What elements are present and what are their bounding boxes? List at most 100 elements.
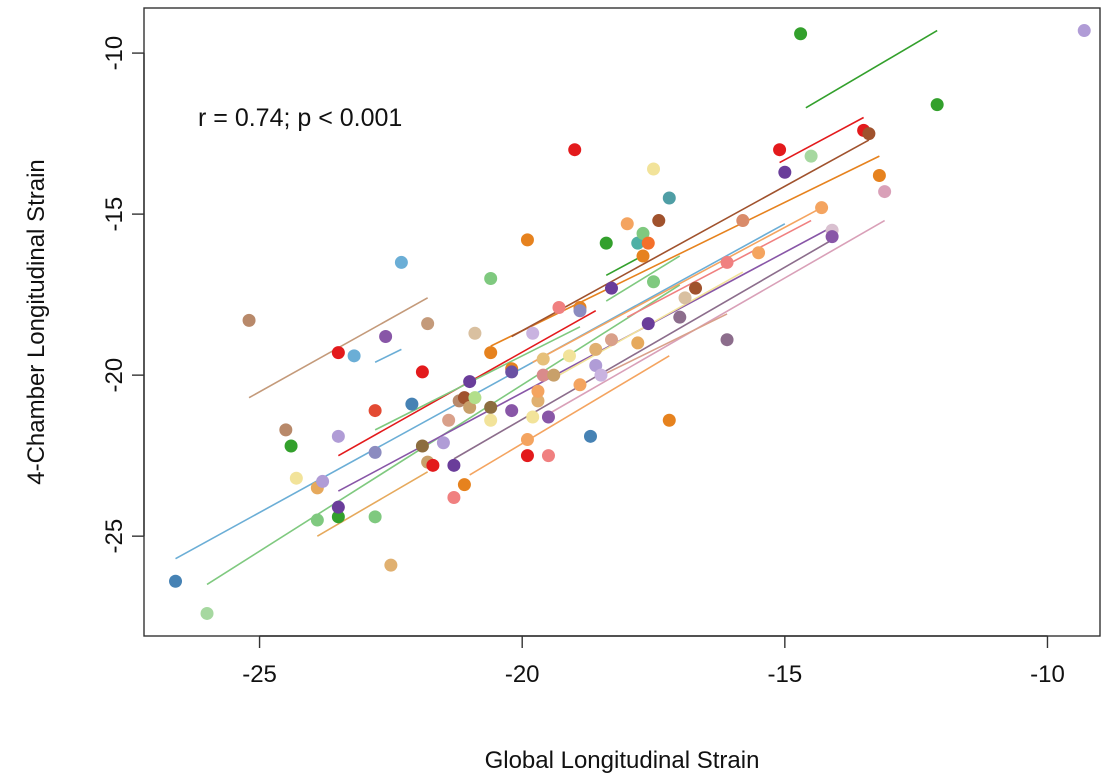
- data-point: [720, 333, 734, 347]
- data-point: [604, 281, 618, 295]
- x-axis: -25 -20 -15 -10: [242, 635, 1065, 688]
- data-point: [736, 214, 750, 228]
- data-point: [568, 143, 582, 157]
- fit-lines: [175, 29, 938, 586]
- data-point: [415, 439, 429, 453]
- data-point: [930, 98, 944, 112]
- x-axis-label: Global Longitudinal Strain: [485, 747, 760, 774]
- data-point: [804, 149, 818, 163]
- data-point: [794, 27, 808, 41]
- x-tick-label: -20: [505, 661, 540, 688]
- fit-line: [779, 116, 865, 164]
- data-point: [647, 162, 661, 176]
- data-point: [368, 510, 382, 524]
- fit-line: [316, 471, 429, 537]
- data-point: [347, 349, 361, 363]
- fit-line: [626, 219, 812, 318]
- data-point: [825, 230, 839, 244]
- y-tick-label: -10: [101, 36, 128, 71]
- data-point: [310, 513, 324, 527]
- data-point: [541, 410, 555, 424]
- fit-line: [453, 239, 833, 460]
- data-point: [631, 336, 645, 350]
- data-point: [1077, 24, 1091, 38]
- fit-line: [374, 326, 581, 431]
- data-point: [242, 313, 256, 327]
- data-point: [331, 510, 345, 524]
- data-point: [552, 301, 566, 315]
- data-point: [531, 384, 545, 398]
- data-point: [415, 365, 429, 379]
- data-point: [673, 310, 687, 324]
- data-point: [641, 317, 655, 331]
- data-point: [289, 471, 303, 485]
- data-point: [331, 500, 345, 514]
- data-point: [316, 474, 330, 488]
- data-point: [620, 217, 634, 231]
- fit-line: [511, 139, 870, 338]
- data-point: [662, 191, 676, 205]
- data-point: [457, 391, 471, 405]
- data-point: [436, 436, 450, 450]
- data-point: [484, 400, 498, 414]
- data-point: [484, 346, 498, 360]
- fit-line: [374, 348, 402, 363]
- data-point: [505, 404, 519, 418]
- data-point: [599, 236, 613, 250]
- data-point: [773, 143, 787, 157]
- data-point: [678, 291, 692, 305]
- data-point: [442, 413, 456, 427]
- data-point: [536, 368, 550, 382]
- y-axis: -10 -15 -20 -25: [101, 36, 145, 554]
- fit-line: [490, 155, 880, 347]
- data-point: [331, 346, 345, 360]
- data-points: [169, 24, 1091, 620]
- annotation: r = 0.74; p < 0.001: [198, 104, 402, 132]
- data-point: [368, 404, 382, 418]
- data-point: [562, 349, 576, 363]
- data-point: [394, 255, 408, 269]
- data-point: [447, 491, 461, 505]
- data-point: [815, 201, 829, 215]
- data-point: [457, 478, 471, 492]
- data-point: [589, 342, 603, 356]
- data-point: [526, 326, 540, 340]
- data-point: [604, 333, 618, 347]
- data-point: [689, 281, 703, 295]
- data-point: [200, 606, 214, 620]
- data-point: [636, 226, 650, 240]
- fit-line: [805, 29, 938, 109]
- data-point: [463, 400, 477, 414]
- data-point: [536, 352, 550, 366]
- data-point: [631, 236, 645, 250]
- data-point: [583, 429, 597, 443]
- data-point: [720, 255, 734, 269]
- data-point: [447, 458, 461, 472]
- data-point: [379, 329, 393, 343]
- fit-line: [595, 313, 728, 380]
- y-tick-label: -25: [101, 519, 128, 554]
- fit-line: [469, 355, 670, 476]
- data-point: [594, 368, 608, 382]
- data-point: [284, 439, 298, 453]
- data-point: [547, 368, 561, 382]
- x-tick-label: -10: [1030, 661, 1065, 688]
- data-point: [862, 127, 876, 141]
- data-point: [169, 574, 183, 588]
- x-tick-label: -15: [767, 661, 802, 688]
- data-point: [752, 246, 766, 260]
- data-point: [647, 275, 661, 289]
- fit-line: [542, 219, 886, 418]
- data-point: [405, 397, 419, 411]
- fit-line: [605, 255, 681, 302]
- data-point: [426, 458, 440, 472]
- data-point: [520, 233, 534, 247]
- data-point: [384, 558, 398, 572]
- data-point: [421, 317, 435, 331]
- data-point: [463, 375, 477, 389]
- fit-line: [175, 223, 786, 560]
- data-point: [636, 249, 650, 263]
- data-point: [505, 365, 519, 379]
